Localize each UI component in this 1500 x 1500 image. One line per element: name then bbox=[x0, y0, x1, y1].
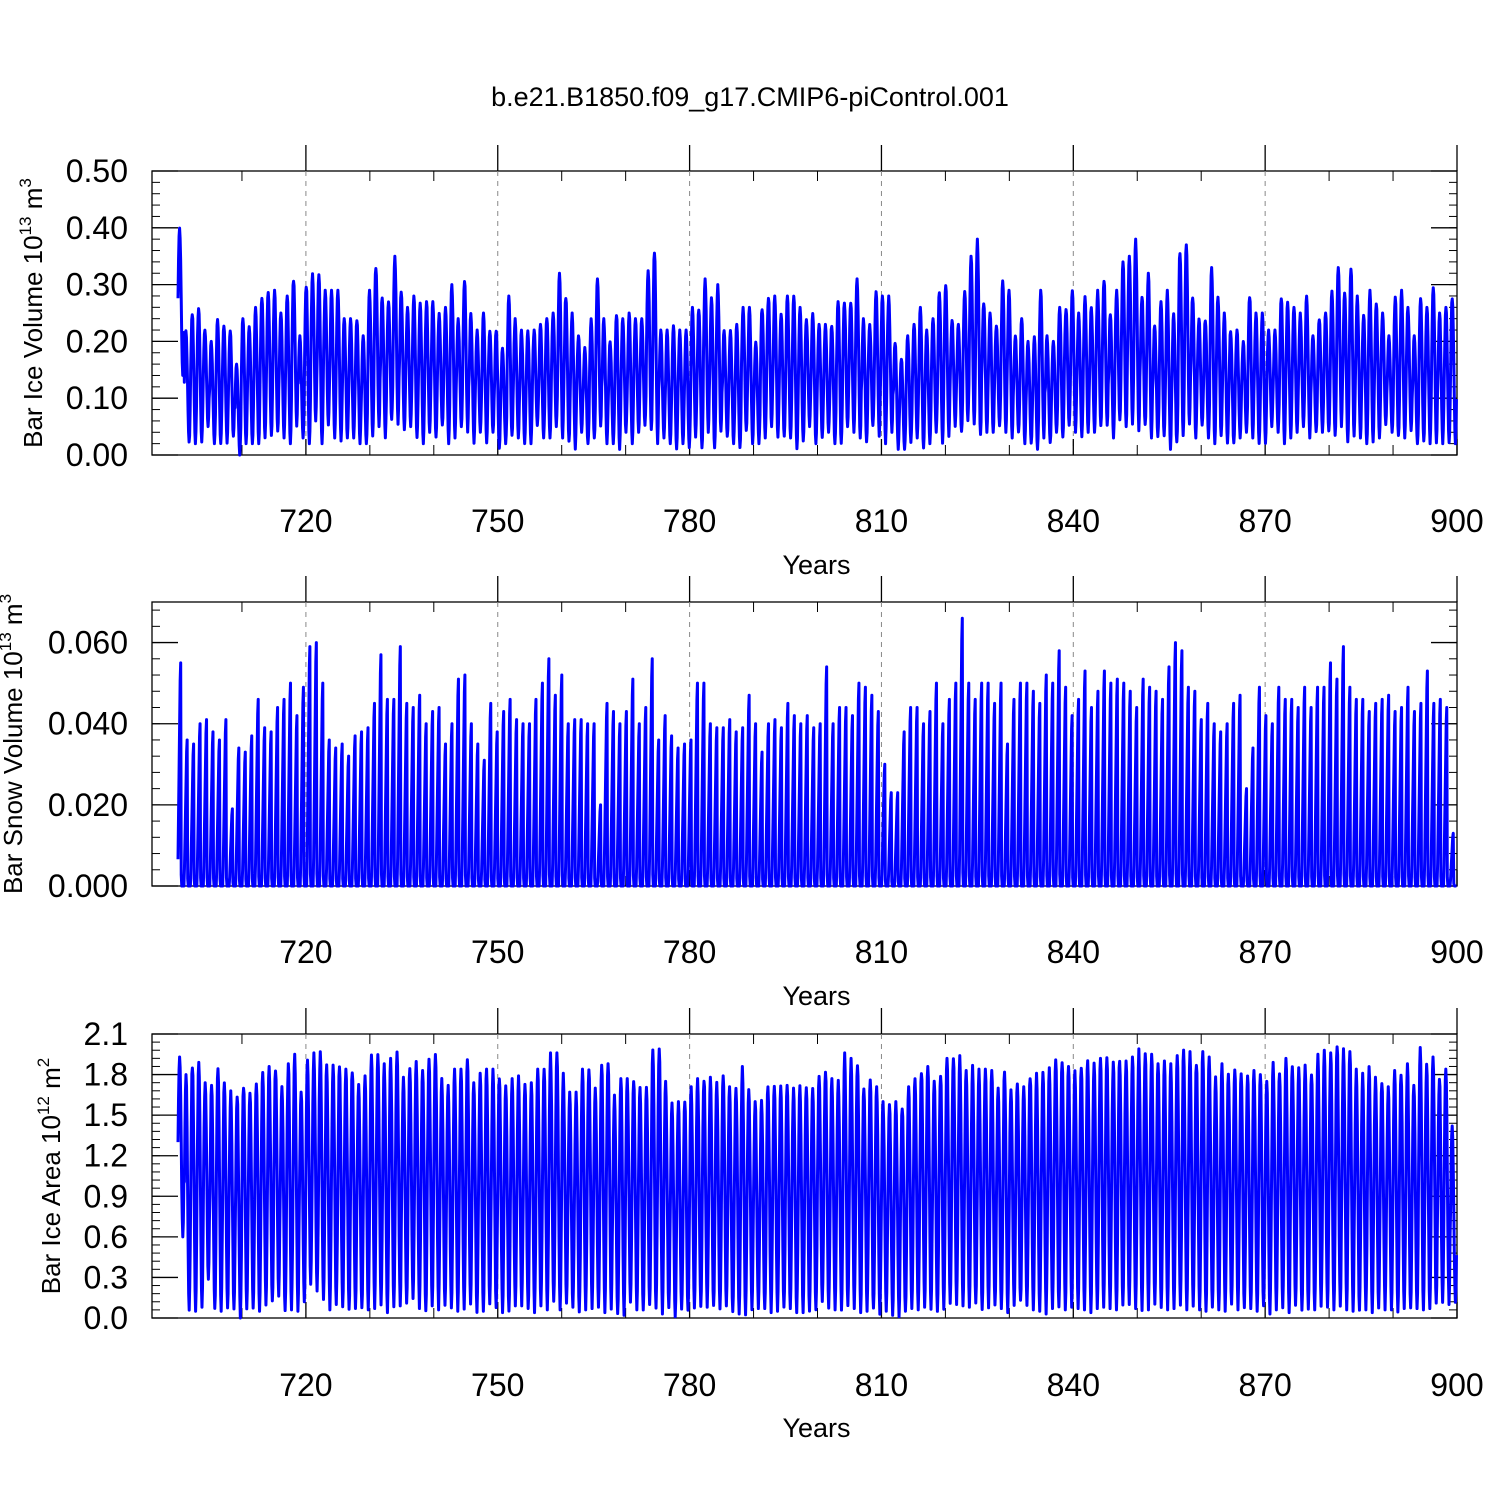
x-tick-label: 720 bbox=[279, 934, 332, 970]
x-tick-label: 780 bbox=[663, 503, 716, 539]
x-tick-label: 720 bbox=[279, 503, 332, 539]
y-axis-label-text: Bar Snow Volume 10 bbox=[0, 651, 28, 894]
y-axis-label-superscript: 3 bbox=[0, 594, 15, 603]
figure-title: b.e21.B1850.f09_g17.CMIP6-piControl.001 bbox=[491, 82, 1009, 112]
x-tick-label: 750 bbox=[471, 503, 524, 539]
y-tick-label: 0.20 bbox=[66, 323, 128, 359]
y-tick-label: 0.3 bbox=[84, 1259, 128, 1295]
y-axis-label-superscript: 2 bbox=[34, 1058, 53, 1067]
series-line bbox=[176, 616, 1458, 888]
y-axis-label: Bar Snow Volume 1013 m3 bbox=[0, 594, 28, 894]
x-axis-label: Years bbox=[782, 981, 850, 1011]
y-axis-label: Bar Ice Area 1012 m2 bbox=[34, 1058, 66, 1295]
x-tick-label: 900 bbox=[1430, 503, 1483, 539]
y-tick-label: 1.2 bbox=[84, 1138, 128, 1174]
y-tick-label: 0.40 bbox=[66, 210, 128, 246]
y-axis-label-superscript: 12 bbox=[34, 1096, 53, 1115]
y-tick-label: 0.10 bbox=[66, 380, 128, 416]
x-tick-label: 900 bbox=[1430, 934, 1483, 970]
x-axis-label: Years bbox=[782, 1413, 850, 1443]
y-axis-label-superscript: 3 bbox=[16, 178, 35, 187]
x-tick-label: 870 bbox=[1238, 503, 1291, 539]
x-tick-label: 870 bbox=[1238, 934, 1291, 970]
plot-frame bbox=[151, 170, 1458, 456]
x-tick-label: 810 bbox=[855, 1367, 908, 1403]
y-tick-label: 0.040 bbox=[48, 706, 128, 742]
series-line bbox=[176, 1045, 1458, 1320]
chart-panel-2: 720 750 780 810 840 870 900 Years 0.000 0.020 0.04… bbox=[0, 576, 1484, 1011]
y-axis-label-superscript: 13 bbox=[0, 632, 15, 651]
x-tick-label: 840 bbox=[1047, 503, 1100, 539]
y-tick-label: 0.9 bbox=[84, 1178, 128, 1214]
x-tick-label: 870 bbox=[1238, 1367, 1291, 1403]
x-tick-label: 840 bbox=[1047, 1367, 1100, 1403]
y-tick-label: 0.30 bbox=[66, 267, 128, 303]
x-axis-label: Years bbox=[782, 550, 850, 580]
x-tick-label: 810 bbox=[855, 503, 908, 539]
y-axis-label-text: Bar Ice Volume 10 bbox=[18, 235, 48, 447]
y-axis-label-text: m bbox=[36, 1067, 66, 1096]
x-tick-label: 780 bbox=[663, 1367, 716, 1403]
x-tick-label: 900 bbox=[1430, 1367, 1483, 1403]
y-axis-label: Bar Ice Volume 1013 m3 bbox=[16, 178, 48, 448]
y-tick-label: 0.0 bbox=[84, 1300, 128, 1336]
x-tick-label: 750 bbox=[471, 1367, 524, 1403]
y-tick-label: 1.8 bbox=[84, 1057, 128, 1093]
y-axis-label-text: Bar Ice Area 10 bbox=[36, 1115, 66, 1294]
y-tick-label: 2.1 bbox=[84, 1016, 128, 1052]
x-tick-label: 810 bbox=[855, 934, 908, 970]
y-tick-label: 0.50 bbox=[66, 153, 128, 189]
y-axis-label-superscript: 13 bbox=[16, 216, 35, 235]
chart-panel-3: 720 750 780 810 840 870 900 Years 0.0 0.3 0.6 0.9 1.… bbox=[34, 1008, 1484, 1443]
y-tick-label: 0.00 bbox=[66, 437, 128, 473]
y-axis-label-text: m bbox=[0, 603, 28, 632]
series-line bbox=[176, 226, 1458, 457]
chart-panel-1: 720 750 780 810 840 870 900 Years 0.00 0.10 0.20 0.… bbox=[16, 145, 1484, 580]
y-tick-label: 0.6 bbox=[84, 1219, 128, 1255]
x-tick-label: 780 bbox=[663, 934, 716, 970]
y-tick-label: 0.020 bbox=[48, 787, 128, 823]
x-tick-label: 720 bbox=[279, 1367, 332, 1403]
plot-frame bbox=[151, 1033, 1458, 1319]
x-tick-label: 750 bbox=[471, 934, 524, 970]
x-tick-label: 840 bbox=[1047, 934, 1100, 970]
y-axis-label-text: m bbox=[18, 188, 48, 217]
y-tick-label: 0.000 bbox=[48, 868, 128, 904]
y-tick-label: 1.5 bbox=[84, 1097, 128, 1133]
y-tick-label: 0.060 bbox=[48, 625, 128, 661]
panels: 720 750 780 810 840 870 900 Years 0.00 0.10 0.20 0.… bbox=[0, 145, 1484, 1443]
